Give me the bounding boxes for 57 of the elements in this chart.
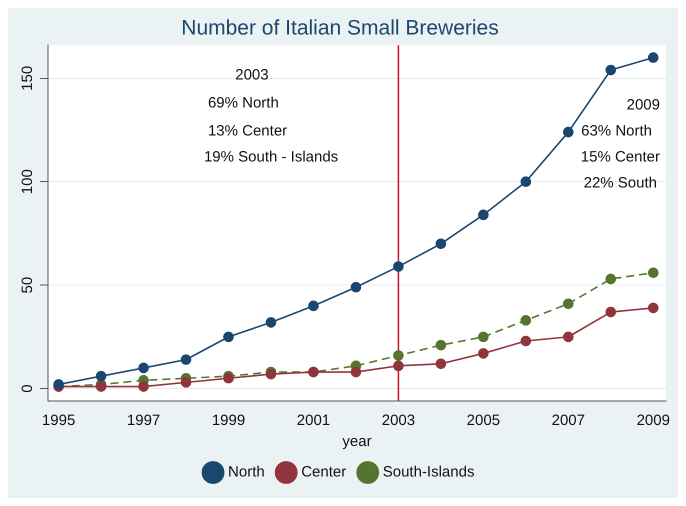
point (520, 176, 532, 188)
point (180, 377, 192, 388)
x-tick-label: 1995 (42, 412, 76, 430)
y-tick-label: 100 (19, 169, 36, 194)
point (648, 302, 659, 314)
point (605, 64, 616, 76)
y-tick-label: 150 (19, 66, 36, 91)
x-tick-label: 2007 (552, 412, 585, 430)
point (180, 354, 192, 365)
point (520, 315, 532, 326)
point (393, 350, 404, 361)
point (478, 348, 489, 359)
annotation: 19% South - Islands (204, 148, 338, 166)
point (478, 210, 489, 220)
point (648, 267, 659, 278)
x-tick-label: 2005 (466, 412, 500, 430)
annotation: 63% North (581, 122, 652, 140)
point (436, 340, 446, 350)
annotation: 2009 (626, 96, 660, 114)
annotation: 22% South (584, 174, 657, 192)
point (520, 336, 532, 346)
point (478, 332, 489, 342)
annotation: 15% Center (580, 148, 660, 166)
legend-label: North (228, 464, 265, 481)
point (563, 126, 574, 138)
chart-title: Number of Italian Small Breweries (181, 16, 499, 40)
point (138, 362, 149, 374)
x-axis-title: year (342, 433, 372, 450)
point (393, 261, 404, 272)
point (605, 274, 616, 284)
x-tick-label: 2009 (636, 412, 670, 430)
x-tick-label: 2003 (382, 412, 416, 430)
point (350, 282, 362, 293)
point (436, 358, 446, 370)
point (223, 332, 234, 342)
y-tick-label: 0 (19, 384, 36, 393)
point (266, 317, 276, 328)
point (436, 238, 446, 250)
annotation: 2003 (235, 66, 269, 84)
point (605, 306, 616, 318)
point (96, 370, 106, 382)
x-tick-label: 2001 (296, 412, 330, 430)
y-tick-label: 50 (19, 276, 36, 294)
legend-label: South-Islands (382, 464, 474, 481)
point (393, 360, 404, 372)
annotation: 69% North (208, 94, 279, 112)
point (350, 366, 362, 378)
point (223, 372, 234, 384)
annotation: 13% Center (208, 122, 288, 140)
x-tick-label: 1999 (212, 412, 246, 430)
x-tick-label: 1997 (126, 412, 160, 430)
point (563, 332, 574, 342)
legend-label: Center (301, 464, 346, 481)
point (648, 52, 659, 63)
point (308, 300, 319, 312)
point (138, 381, 149, 392)
point (563, 298, 574, 310)
